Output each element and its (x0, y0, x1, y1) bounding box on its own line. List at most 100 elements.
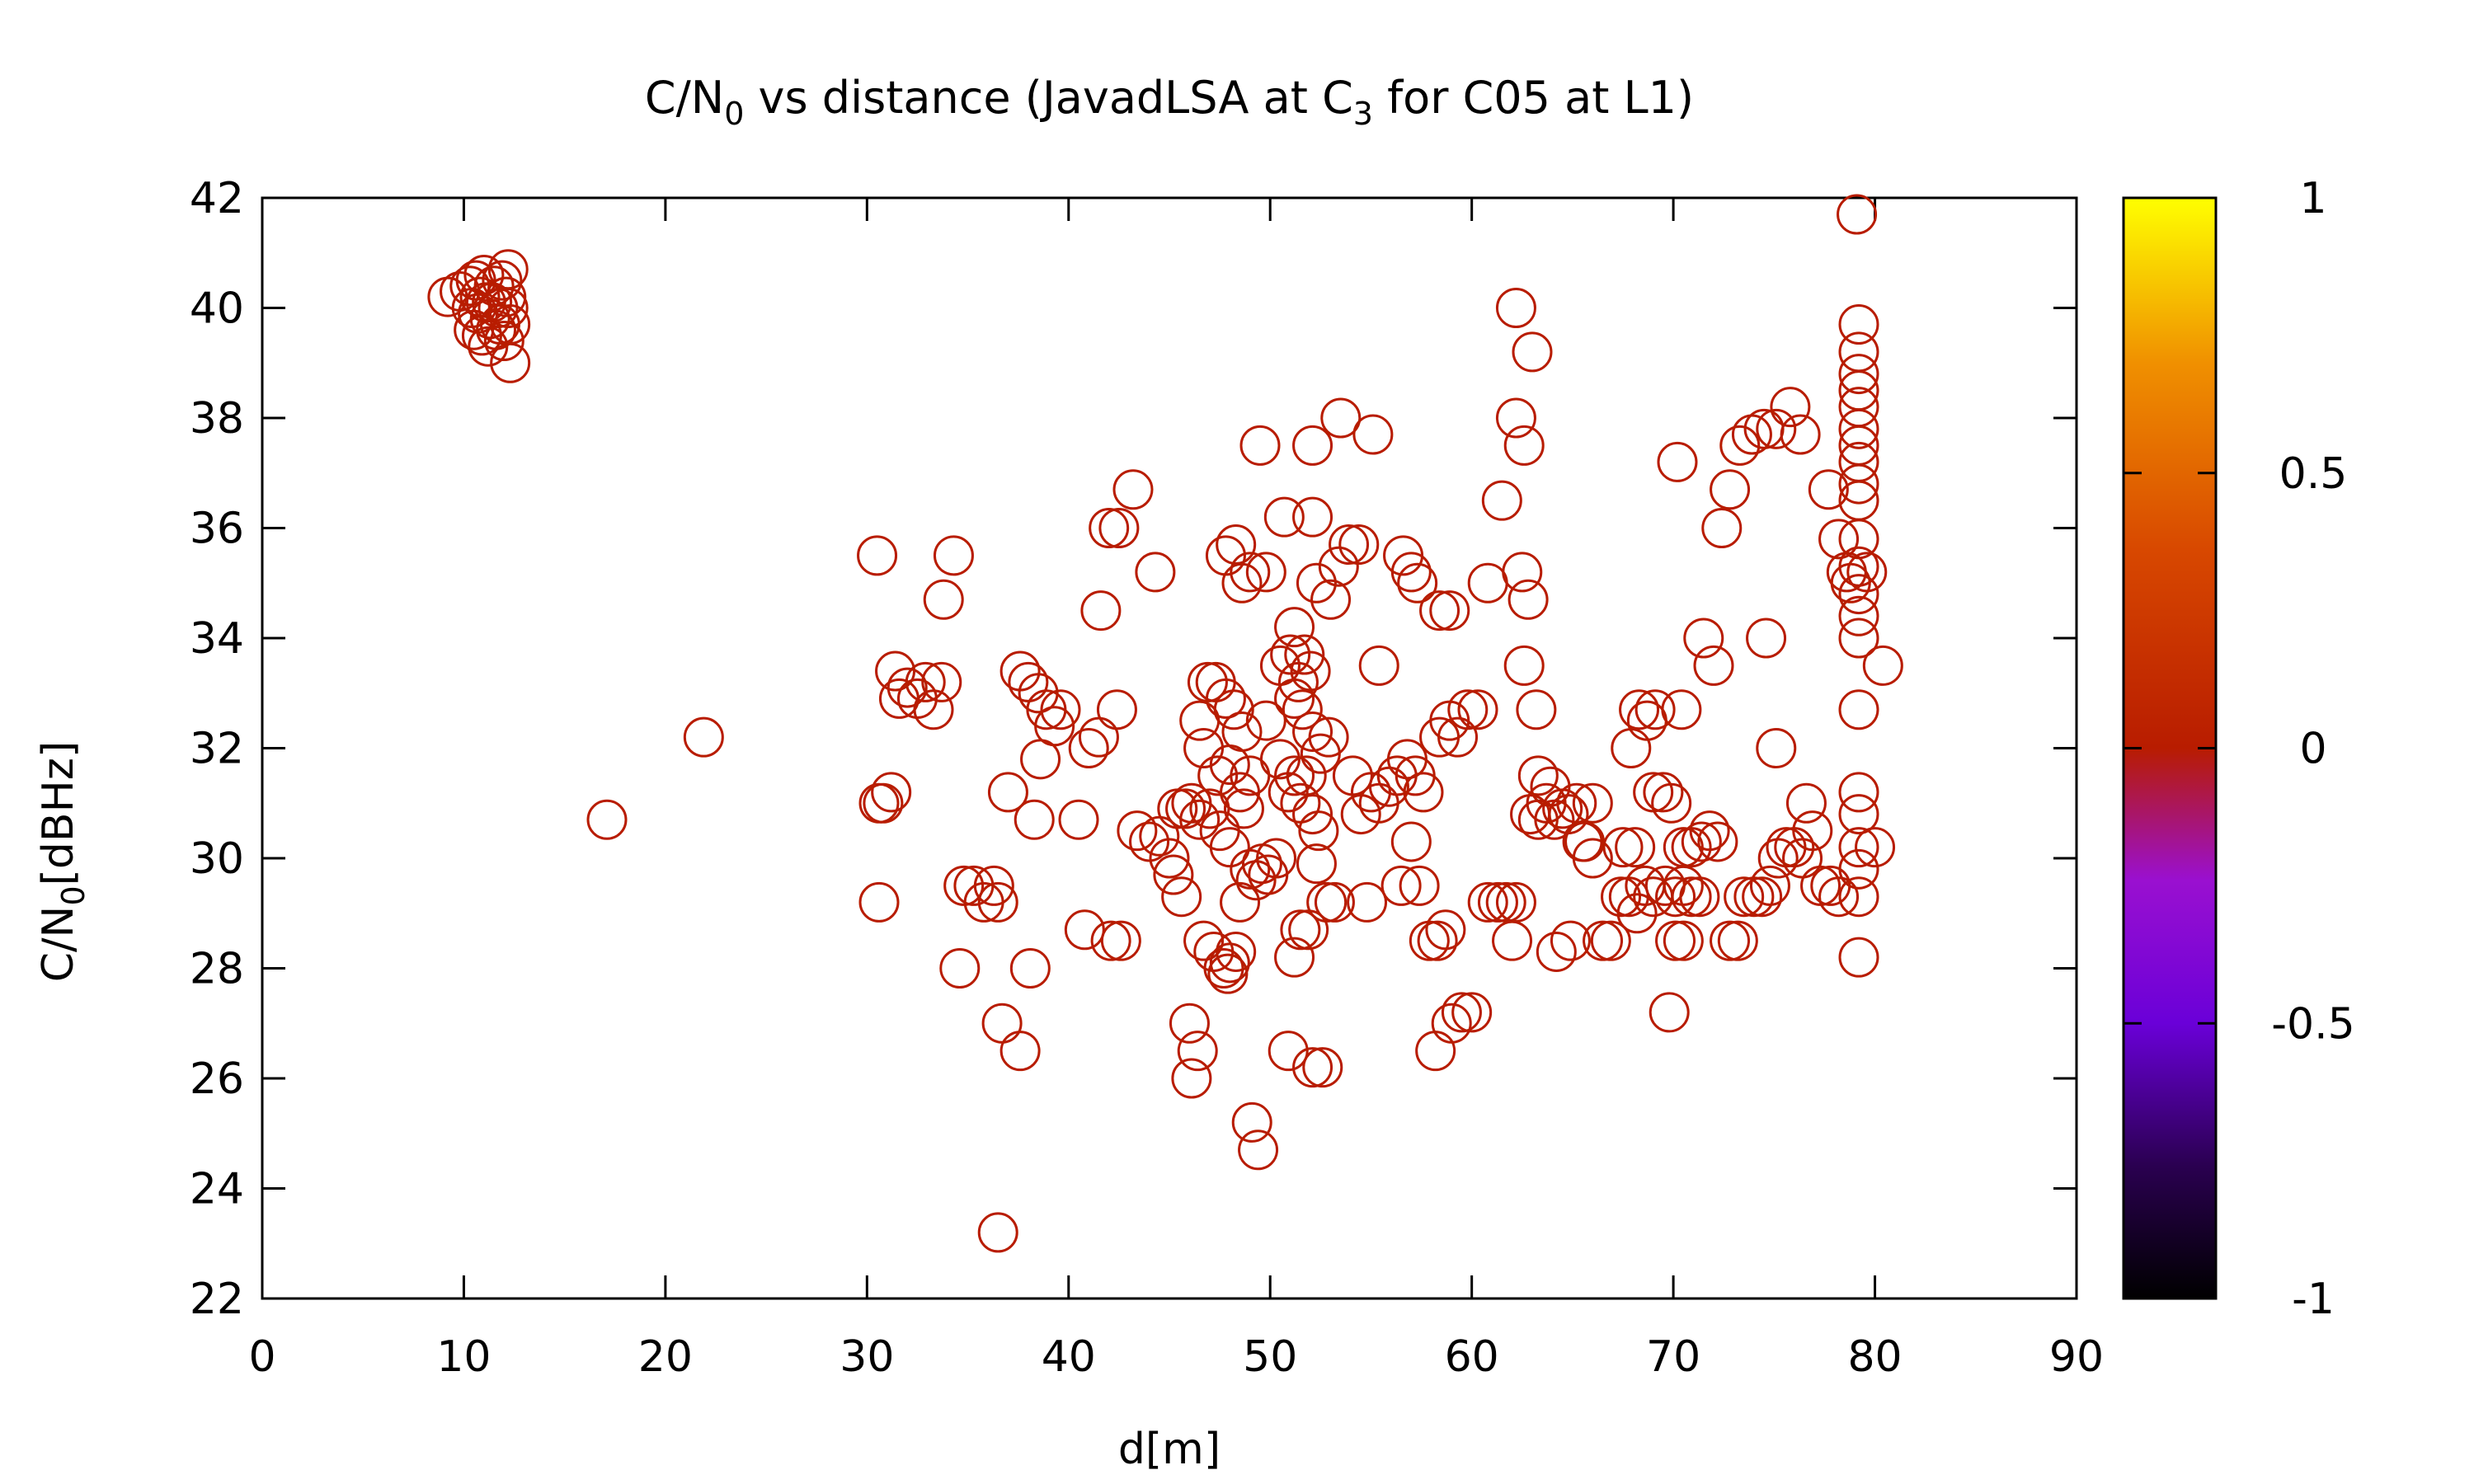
data-point (987, 772, 1028, 813)
data-point (1100, 920, 1141, 961)
data-point (1216, 931, 1257, 972)
data-point (1530, 766, 1571, 807)
data-point (857, 535, 898, 576)
data-point (1314, 881, 1355, 923)
data-point (939, 948, 981, 989)
data-point (863, 782, 904, 824)
data-point (1838, 331, 1879, 373)
data-point (449, 265, 491, 307)
data-point (1183, 920, 1225, 961)
data-point (1681, 821, 1722, 862)
data-point (1583, 920, 1624, 961)
data-point (1238, 1129, 1279, 1171)
data-point (1447, 689, 1489, 730)
data-point (1284, 634, 1325, 675)
x-tick-label: 0 (248, 1332, 275, 1382)
y-tick-label: 34 (190, 614, 244, 664)
data-point (1008, 661, 1049, 702)
data-point (458, 293, 499, 334)
data-point (887, 667, 928, 708)
data-point (1209, 744, 1250, 786)
data-point (1756, 728, 1797, 768)
data-point (1693, 645, 1734, 686)
data-point (1189, 788, 1230, 829)
data-point (1221, 562, 1263, 603)
data-point (1417, 920, 1458, 961)
data-point (1818, 876, 1860, 918)
data-point (1837, 194, 1878, 235)
y-tick-label: 22 (190, 1275, 244, 1324)
data-point (1655, 876, 1696, 918)
data-point (905, 661, 946, 702)
data-point (1719, 425, 1761, 466)
data-point (1286, 755, 1327, 796)
data-point (1268, 1031, 1309, 1072)
title-subscript-3: 3 (1353, 96, 1373, 132)
data-point (1838, 408, 1879, 449)
data-point (1818, 519, 1860, 560)
data-point (1536, 931, 1577, 972)
data-point (1259, 739, 1300, 780)
data-point (1197, 755, 1239, 796)
data-point (1838, 595, 1879, 636)
data-point (1171, 1058, 1212, 1099)
colorbar-tick-label: 0 (2299, 725, 2326, 774)
data-point (1112, 469, 1154, 510)
data-point (1517, 755, 1559, 796)
data-point (1320, 397, 1362, 439)
data-point (1838, 772, 1879, 813)
data-point (1298, 810, 1339, 852)
data-point (1512, 331, 1553, 373)
data-point (1245, 700, 1286, 741)
data-point (1838, 689, 1879, 730)
data-point (1308, 716, 1349, 758)
data-point (933, 535, 974, 576)
y-tick-label: 40 (190, 284, 244, 334)
x-tick-label: 60 (1445, 1332, 1499, 1382)
data-point (1492, 920, 1533, 961)
data-point (1419, 590, 1460, 632)
data-point (1129, 821, 1170, 862)
data-point (1296, 843, 1337, 885)
data-point (1590, 920, 1631, 961)
data-point (1207, 953, 1249, 994)
data-point (1862, 645, 1903, 686)
y-tick-label: 32 (190, 725, 244, 774)
data-point (1710, 920, 1751, 961)
data-point (1477, 881, 1518, 923)
data-point (1838, 480, 1879, 521)
data-point (490, 342, 531, 383)
data-point (1292, 425, 1333, 466)
y-tick-label: 28 (190, 945, 244, 994)
data-point (1179, 700, 1221, 741)
x-tick-label: 50 (1243, 1332, 1297, 1382)
data-point (1117, 810, 1158, 852)
data-point (1165, 788, 1206, 829)
data-point (921, 661, 962, 702)
data-point (1601, 876, 1642, 918)
data-point (1213, 689, 1254, 730)
data-point (1223, 788, 1264, 829)
axis-ticks: 0 10 20 30 40 50 60 70 80 90 22 24 26 28 30 32 34 36 38 40 4… (190, 174, 2104, 1382)
data-point (1749, 865, 1790, 906)
data-point (1507, 579, 1549, 620)
data-point (1756, 408, 1797, 449)
data-point (977, 881, 1018, 923)
y-tick-label: 38 (190, 394, 244, 444)
data-point (1216, 524, 1257, 566)
data-point (1296, 562, 1337, 603)
data-point (1302, 1047, 1343, 1088)
data-point (1838, 618, 1879, 659)
data-point (1655, 920, 1696, 961)
data-point (1838, 425, 1879, 466)
data-point (981, 1003, 1023, 1044)
title-subscript-0: 0 (724, 96, 744, 132)
data-point (487, 288, 529, 328)
data-point (1098, 508, 1140, 548)
data-point (1397, 562, 1438, 603)
data-point (1611, 728, 1652, 768)
data-point (1256, 838, 1297, 879)
data-point (1838, 937, 1879, 978)
data-point (1220, 881, 1261, 923)
